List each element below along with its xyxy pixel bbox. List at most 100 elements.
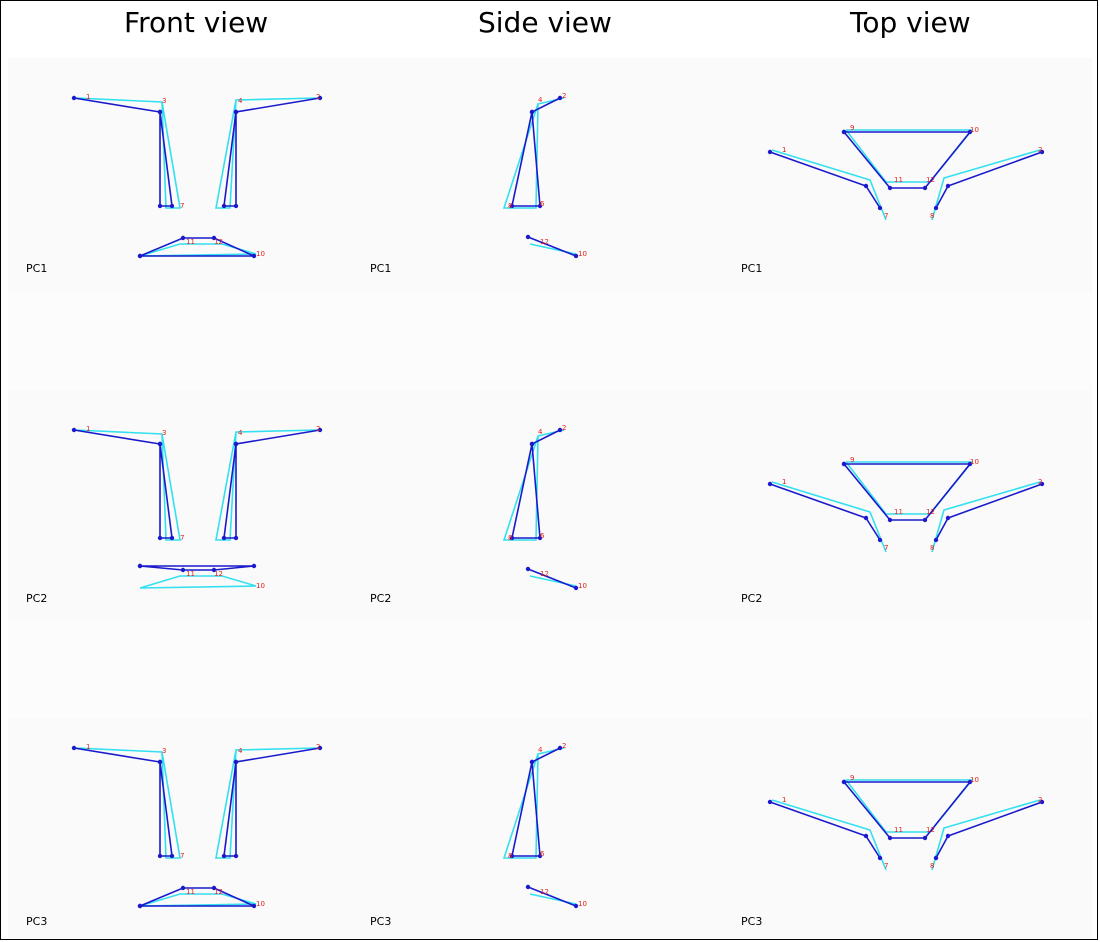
- landmark-point: [251, 563, 257, 569]
- landmark-point: [573, 585, 579, 591]
- landmark-point: [221, 535, 227, 541]
- landmark-point: [887, 835, 893, 841]
- landmark-number: 11: [186, 238, 195, 246]
- landmark-point: [169, 203, 175, 209]
- landmark-point: [1039, 799, 1045, 805]
- landmark-number: 4: [238, 429, 243, 437]
- landmark-point: [967, 461, 973, 467]
- landmark-number: 8: [508, 534, 512, 542]
- landmark-point: [157, 109, 163, 115]
- variant-outline: [75, 747, 181, 859]
- landmark-number: 7: [180, 852, 184, 860]
- landmark-point: [180, 235, 186, 241]
- landmark-point: [317, 427, 323, 433]
- landmark-point: [767, 799, 773, 805]
- row-label-pc1-side: PC1: [370, 262, 391, 275]
- row-label-pc1-top: PC1: [741, 262, 762, 275]
- landmark-number: 7: [180, 202, 184, 210]
- landmark-point: [233, 109, 239, 115]
- landmark-point: [922, 185, 928, 191]
- panel-band-pc1: [8, 58, 1092, 292]
- landmark-point: [863, 515, 869, 521]
- variant-outline: [215, 747, 319, 859]
- landmark-point: [233, 441, 239, 447]
- landmark-point: [233, 759, 239, 765]
- landmark-point: [317, 745, 323, 751]
- landmark-point: [317, 95, 323, 101]
- landmark-number: 2: [316, 93, 320, 101]
- landmark-point: [71, 427, 77, 433]
- landmark-point: [841, 779, 847, 785]
- landmark-point: [767, 481, 773, 487]
- landmark-number: 12: [926, 826, 935, 834]
- landmark-number: 10: [256, 900, 265, 908]
- variant-outline: [139, 243, 257, 257]
- landmark-number: 9: [850, 456, 854, 464]
- panel-gap-1: [8, 292, 1092, 390]
- panel-band-pc2: [8, 390, 1092, 620]
- landmark-number: 12: [540, 888, 549, 896]
- landmark-point: [221, 853, 227, 859]
- landmark-number: 7: [884, 212, 888, 220]
- landmark-point: [877, 205, 883, 211]
- landmark-point: [169, 535, 175, 541]
- landmark-point: [529, 759, 535, 765]
- landmark-point: [1039, 481, 1045, 487]
- row-label-pc3-top: PC3: [741, 915, 762, 928]
- landmark-number: 8: [930, 212, 934, 220]
- landmark-number: 12: [926, 508, 935, 516]
- landmark-point: [933, 537, 939, 543]
- landmark-number: 7: [884, 544, 888, 552]
- landmark-point: [841, 461, 847, 467]
- landmark-number: 8: [508, 202, 512, 210]
- landmark-number: 2: [1038, 478, 1042, 486]
- column-title-side: Side view: [478, 6, 612, 39]
- landmark-point: [211, 885, 217, 891]
- landmark-number: 3: [162, 429, 166, 437]
- landmark-point: [933, 205, 939, 211]
- landmark-point: [841, 129, 847, 135]
- landmark-number: 12: [540, 570, 549, 578]
- landmark-point: [233, 853, 239, 859]
- landmark-point: [863, 833, 869, 839]
- landmark-point: [863, 183, 869, 189]
- landmark-number: 6: [540, 200, 545, 208]
- landmark-number: 4: [538, 746, 543, 754]
- landmark-point: [137, 563, 143, 569]
- landmark-point: [887, 185, 893, 191]
- variant-outline: [139, 893, 257, 907]
- landmark-point: [157, 535, 163, 541]
- landmark-point: [211, 235, 217, 241]
- landmark-point: [157, 203, 163, 209]
- landmark-number: 10: [970, 776, 979, 784]
- landmark-point: [945, 833, 951, 839]
- landmark-number: 2: [1038, 796, 1042, 804]
- landmark-point: [1039, 149, 1045, 155]
- landmark-point: [537, 535, 543, 541]
- landmark-number: 7: [884, 862, 888, 870]
- mean-outline: [527, 568, 577, 589]
- landmark-point: [180, 567, 186, 573]
- landmark-number: 6: [540, 532, 545, 540]
- landmark-point: [221, 203, 227, 209]
- landmark-number: 12: [214, 570, 223, 578]
- row-label-pc3-front: PC3: [26, 915, 47, 928]
- landmark-number: 8: [508, 852, 512, 860]
- landmark-number: 12: [926, 176, 935, 184]
- landmark-point: [922, 517, 928, 523]
- variant-outline: [215, 429, 319, 541]
- landmark-point: [967, 779, 973, 785]
- landmark-point: [525, 566, 531, 572]
- landmark-number: 12: [540, 238, 549, 246]
- landmark-number: 1: [782, 796, 786, 804]
- landmark-point: [887, 517, 893, 523]
- landmark-number: 10: [970, 458, 979, 466]
- landmark-point: [211, 567, 217, 573]
- landmark-number: 10: [256, 582, 265, 590]
- landmark-point: [233, 203, 239, 209]
- variant-outline: [215, 97, 319, 209]
- landmark-point: [877, 855, 883, 861]
- landmark-point: [945, 515, 951, 521]
